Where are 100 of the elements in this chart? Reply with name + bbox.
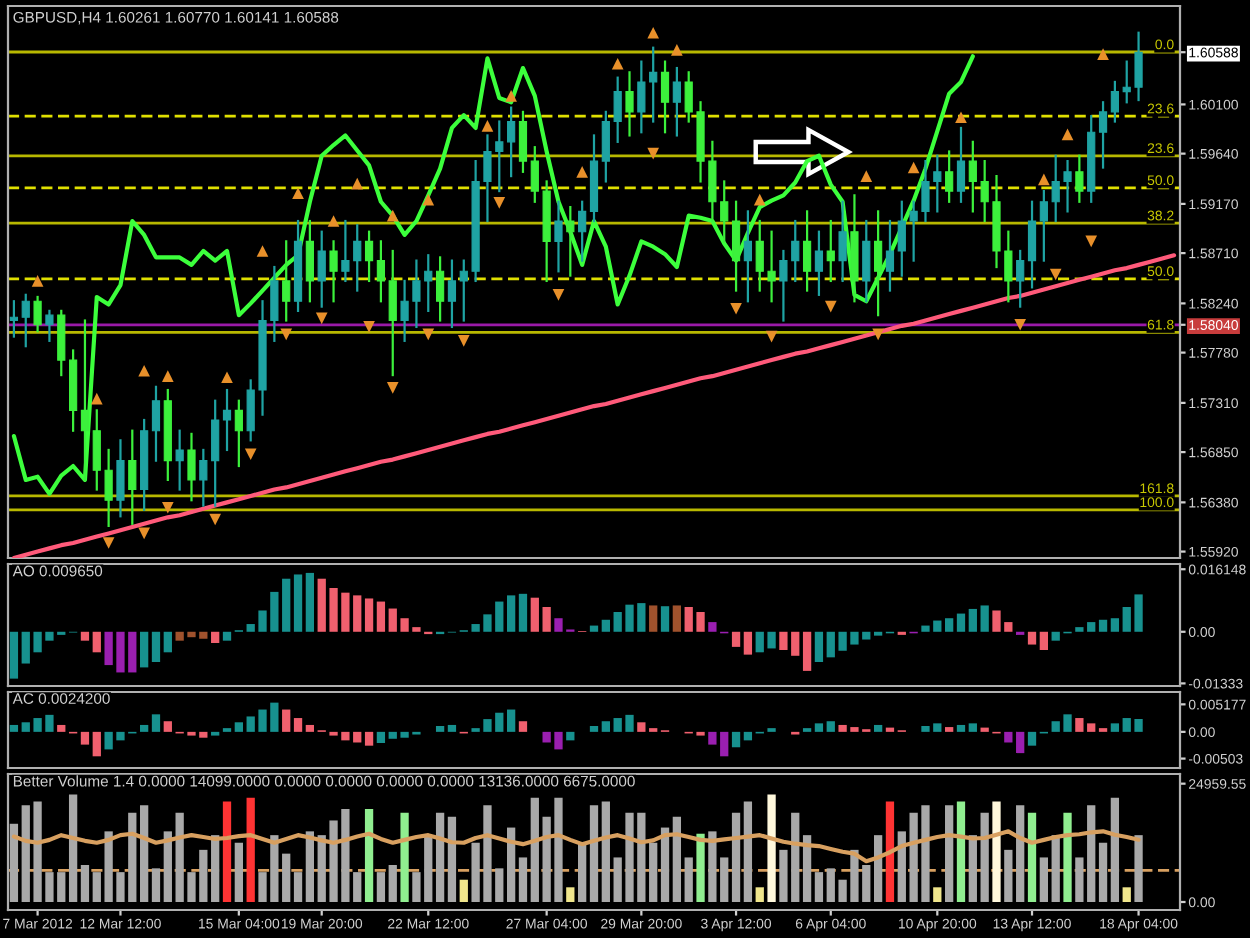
point [647, 26, 660, 39]
candlestick [376, 240, 386, 303]
bar [1039, 631, 1048, 650]
candlestick [435, 256, 445, 322]
point [1085, 235, 1098, 248]
bar [140, 805, 149, 902]
bar [506, 827, 516, 902]
bar [1098, 842, 1108, 902]
point [138, 364, 150, 377]
bar [364, 598, 374, 632]
bar [968, 835, 977, 902]
bar [506, 709, 516, 732]
bar [696, 833, 705, 902]
bar [589, 805, 599, 902]
bar [305, 831, 315, 902]
candlestick [128, 429, 137, 525]
bar [293, 718, 303, 732]
point [161, 501, 174, 514]
bar [1063, 812, 1072, 902]
bar [57, 724, 66, 732]
candlestick [672, 66, 681, 137]
candlestick [9, 300, 19, 338]
candlestick [222, 388, 232, 452]
bar [1027, 812, 1037, 902]
candlestick [388, 249, 397, 377]
bar [743, 731, 753, 741]
candlestick [364, 230, 374, 283]
bar [305, 572, 315, 632]
bar [80, 631, 90, 641]
bar [211, 835, 220, 902]
point [1038, 173, 1050, 186]
point [671, 44, 683, 56]
bar [305, 724, 315, 732]
bar [933, 887, 942, 902]
point [824, 300, 837, 313]
bar [649, 842, 658, 902]
point [753, 193, 766, 206]
point [327, 215, 340, 227]
point [351, 177, 364, 190]
bar [246, 797, 255, 902]
bar [435, 812, 445, 902]
point [576, 165, 588, 178]
bar [506, 595, 516, 632]
bar [601, 619, 610, 632]
bar [1051, 835, 1060, 902]
candlestick [116, 439, 125, 518]
point [730, 302, 742, 315]
bar [92, 731, 101, 757]
point [422, 193, 435, 206]
bar [222, 801, 232, 902]
bar [530, 597, 539, 632]
bar [376, 872, 386, 902]
candlestick [862, 219, 871, 303]
bar [293, 872, 303, 902]
bar [566, 887, 575, 902]
bar [873, 724, 883, 732]
bar [1027, 631, 1037, 645]
bar [743, 801, 753, 902]
point [1049, 268, 1062, 281]
bar [637, 722, 646, 732]
bar [566, 731, 575, 741]
candlestick [743, 210, 753, 303]
candlestick [625, 71, 634, 137]
bar [80, 865, 90, 902]
point [493, 197, 506, 209]
bar [435, 726, 445, 732]
bar [140, 631, 149, 668]
bar [92, 631, 101, 653]
bar [826, 721, 835, 732]
point [860, 170, 873, 182]
bar [234, 842, 243, 902]
bar [885, 801, 895, 902]
point [256, 245, 269, 257]
candlestick [518, 110, 528, 173]
candlestick [945, 150, 954, 203]
bar [1004, 849, 1013, 902]
candlestick [187, 432, 196, 502]
candlestick [305, 219, 314, 303]
point [386, 209, 399, 222]
candlestick [507, 106, 516, 178]
bar [542, 606, 551, 632]
bar [293, 574, 303, 632]
bar [9, 631, 19, 679]
bar [660, 827, 670, 902]
bar [1134, 835, 1143, 902]
bar [282, 709, 291, 732]
bar [80, 731, 90, 745]
candlestick [814, 230, 824, 296]
candlestick [282, 240, 291, 322]
bar [660, 606, 670, 632]
bar [814, 872, 824, 902]
bar [814, 631, 824, 662]
bar [222, 631, 232, 641]
bar [9, 724, 19, 732]
bar [589, 726, 599, 732]
bar [1016, 731, 1025, 754]
candlestick [1075, 154, 1084, 203]
bar [649, 605, 658, 632]
candlestick [329, 240, 338, 303]
point [161, 370, 174, 382]
